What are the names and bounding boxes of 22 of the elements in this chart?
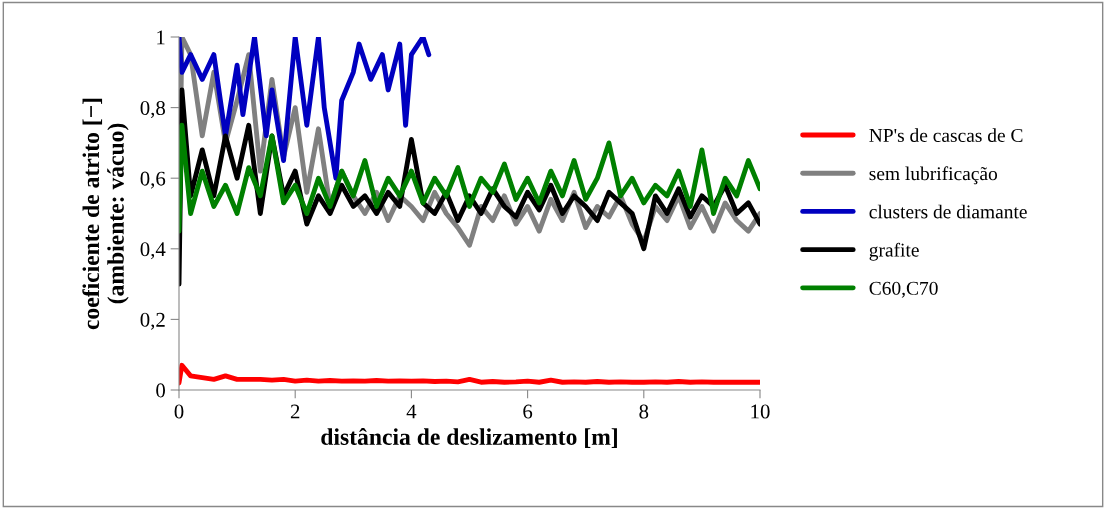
legend-label: sem lubrificação <box>869 166 998 185</box>
y-tick-label: 0,8 <box>140 100 166 119</box>
x-tick-label: 8 <box>639 404 649 419</box>
x-tick-label: 10 <box>751 404 770 419</box>
x-tick-label: 2 <box>290 404 300 419</box>
line-series <box>179 122 760 234</box>
legend-label: grafite <box>869 242 919 261</box>
x-tick-label: 6 <box>523 404 533 419</box>
y-tick-label: 0,2 <box>140 312 165 330</box>
x-tick-label: 0 <box>174 404 184 419</box>
y-tick-label: 0,6 <box>140 171 166 189</box>
y-tick-label: 0,4 <box>140 242 166 260</box>
x-axis-title: distância de deslizamento [m] <box>321 428 617 448</box>
line-series <box>179 37 432 181</box>
line-series <box>179 362 760 386</box>
y-tick-label: 1 <box>157 30 165 45</box>
y-tick-label: 0 <box>156 383 166 398</box>
y-axis-title: coeficiente de atrito [−] (ambiente: vácuo) <box>82 98 129 330</box>
legend-label: clusters de diamante <box>869 204 1027 219</box>
legend-label: NP's de cascas de C <box>869 128 1023 142</box>
x-tick-label: 4 <box>406 404 417 419</box>
legend-label: C60,C70 <box>869 281 938 298</box>
